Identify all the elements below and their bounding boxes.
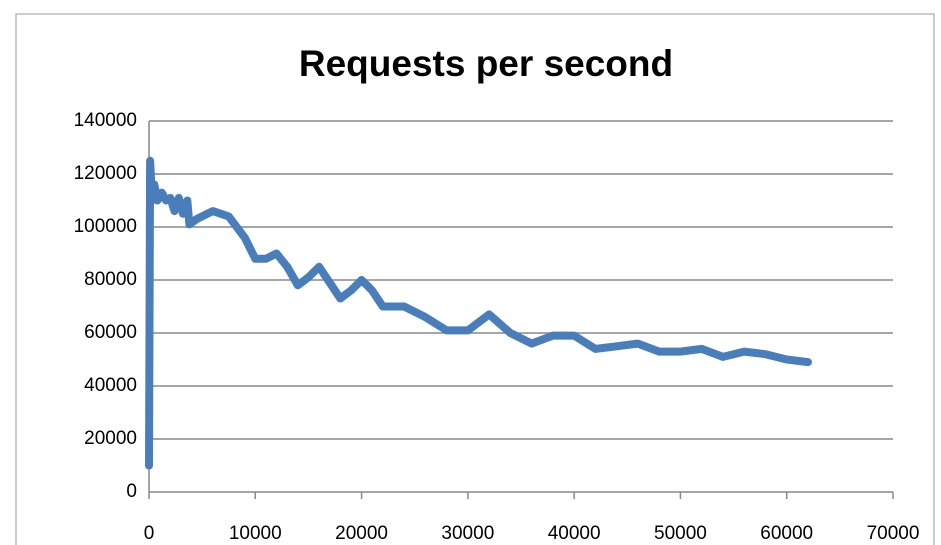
- x-tick-label: 20000: [335, 523, 388, 544]
- y-tick-label: 100000: [74, 216, 137, 237]
- y-tick-label: 140000: [74, 110, 137, 131]
- x-tick-label: 30000: [441, 523, 494, 544]
- x-tick-label: 60000: [760, 523, 813, 544]
- y-tick-label: 20000: [84, 428, 137, 449]
- x-tick-label: 40000: [548, 523, 601, 544]
- y-tick-label: 60000: [84, 322, 137, 343]
- x-tick-label: 0: [144, 523, 155, 544]
- x-tick-label: 50000: [654, 523, 707, 544]
- x-tick-label: 70000: [867, 523, 920, 544]
- y-tick-label: 80000: [84, 269, 137, 290]
- data-line: [145, 156, 812, 470]
- y-tick-label: 0: [126, 481, 137, 502]
- y-tick-label: 120000: [74, 163, 137, 184]
- y-tick-label: 40000: [84, 375, 137, 396]
- x-tick-label: 10000: [229, 523, 282, 544]
- chart-title: Requests per second: [299, 43, 673, 84]
